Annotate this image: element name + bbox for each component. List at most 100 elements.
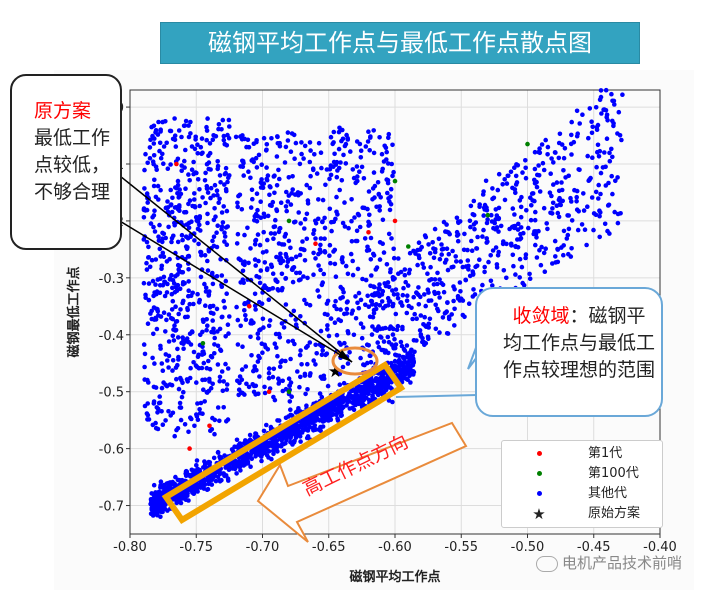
point-other: [619, 137, 624, 143]
point-other: [151, 482, 157, 488]
point-other: [221, 133, 227, 139]
point-other: [272, 173, 277, 178]
point-other: [593, 189, 599, 195]
point-other: [381, 250, 387, 255]
point-other: [320, 197, 326, 203]
point-other: [528, 217, 534, 223]
point-other: [218, 348, 224, 354]
point-other: [422, 292, 427, 297]
point-other: [373, 302, 379, 308]
point-other: [247, 432, 253, 438]
point-other: [332, 320, 338, 326]
point-other: [344, 132, 349, 138]
point-other: [152, 177, 157, 183]
point-other: [298, 277, 303, 282]
point-other: [168, 480, 173, 485]
point-other: [145, 160, 150, 166]
point-other: [222, 171, 228, 177]
point-other: [565, 232, 571, 238]
point-other: [594, 164, 599, 170]
point-other: [607, 150, 612, 156]
point-other: [338, 307, 343, 312]
y-tick-label: -0.5: [99, 386, 124, 401]
point-other: [581, 208, 587, 213]
point-other: [365, 244, 370, 250]
point-other: [161, 144, 167, 149]
point-other: [168, 187, 173, 193]
point-other: [180, 237, 185, 243]
point-other: [266, 370, 272, 376]
point-other: [412, 311, 418, 317]
point-other: [426, 290, 431, 295]
point-other: [590, 124, 595, 130]
point-other: [423, 234, 429, 240]
point-other: [607, 158, 613, 164]
point-other: [219, 226, 224, 232]
point-other: [398, 368, 403, 373]
point-other: [534, 184, 540, 190]
point-gen100: [286, 218, 292, 224]
point-other: [166, 409, 171, 414]
point-other: [318, 328, 324, 334]
point-other: [309, 420, 315, 426]
point-other: [205, 211, 210, 217]
point-other: [342, 200, 347, 205]
point-other: [242, 308, 247, 313]
point-other: [202, 253, 208, 258]
point-other: [270, 271, 276, 277]
point-other: [245, 225, 250, 231]
point-other: [561, 228, 567, 234]
point-other: [368, 257, 374, 262]
point-other: [236, 387, 242, 393]
point-other: [278, 200, 284, 205]
point-other: [387, 326, 392, 332]
point-other: [322, 236, 327, 241]
point-other: [217, 196, 222, 202]
point-other: [356, 212, 362, 218]
point-other: [366, 129, 371, 134]
point-other: [202, 377, 208, 383]
point-other: [269, 136, 274, 141]
point-other: [423, 324, 429, 330]
point-other: [390, 303, 396, 309]
point-other: [270, 374, 276, 380]
point-other: [239, 207, 245, 212]
point-other: [288, 202, 294, 207]
point-other: [266, 366, 272, 371]
point-other: [484, 220, 490, 226]
point-other: [260, 350, 265, 356]
point-other: [536, 149, 541, 155]
point-other: [486, 259, 491, 265]
point-other: [154, 500, 159, 506]
point-other: [206, 459, 211, 465]
point-other: [256, 452, 262, 458]
point-other: [253, 211, 259, 217]
point-other: [430, 240, 436, 245]
point-other: [160, 485, 165, 490]
point-other: [212, 182, 218, 188]
point-other: [284, 263, 290, 269]
point-other: [286, 339, 291, 344]
point-other: [283, 144, 289, 150]
point-other: [209, 482, 215, 487]
point-other: [188, 119, 193, 125]
point-other: [156, 234, 161, 239]
point-other: [184, 336, 190, 341]
point-other: [590, 155, 595, 160]
point-other: [320, 348, 326, 353]
point-other: [318, 250, 323, 255]
point-other: [435, 270, 440, 276]
point-other: [142, 351, 148, 357]
point-other: [200, 195, 205, 200]
point-other: [161, 310, 167, 316]
point-other: [294, 270, 299, 276]
point-other: [279, 358, 285, 364]
point-other: [234, 444, 240, 450]
point-other: [213, 134, 219, 139]
point-other: [400, 354, 406, 360]
point-other: [239, 367, 245, 372]
point-other: [273, 331, 279, 337]
point-other: [177, 400, 183, 406]
point-other: [257, 280, 263, 286]
point-other: [529, 191, 535, 196]
